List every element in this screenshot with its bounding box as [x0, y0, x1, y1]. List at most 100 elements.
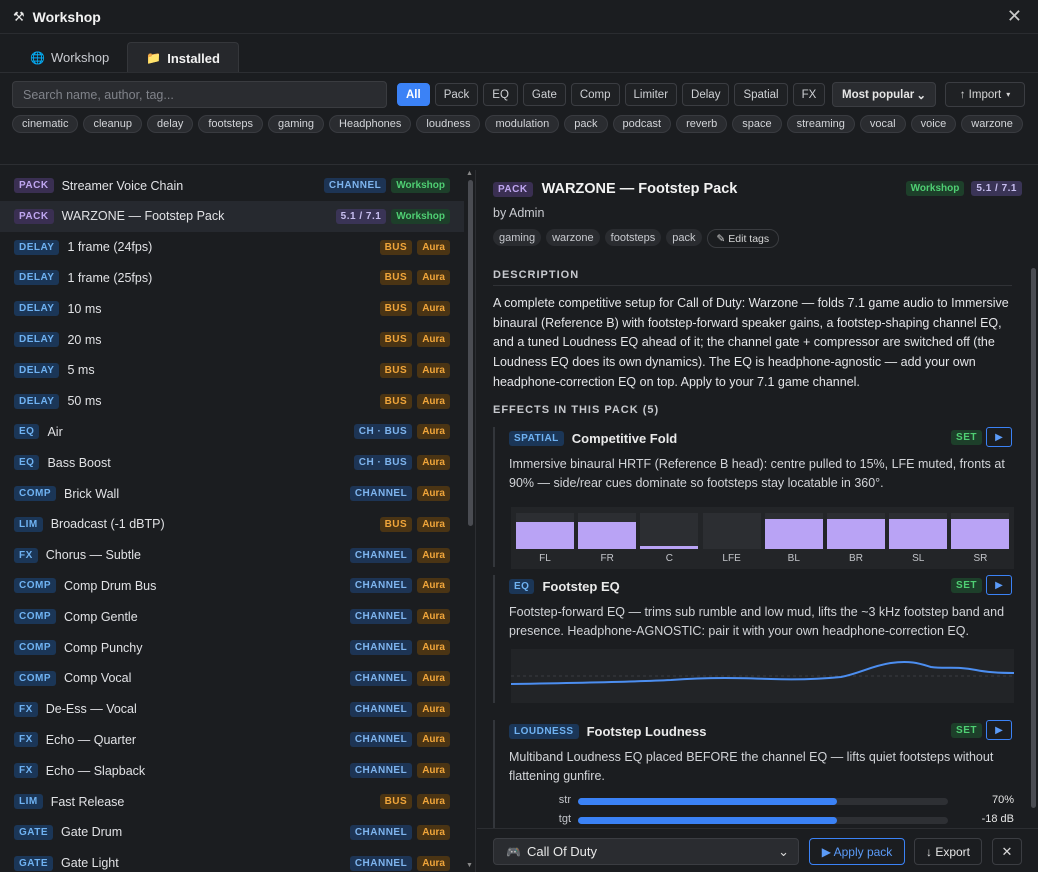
tag-chip[interactable]: gaming	[267, 115, 325, 133]
preset-row[interactable]: FX Chorus — Subtle CHANNEL Aura	[0, 540, 464, 571]
scroll-down-icon[interactable]: ▼	[466, 862, 473, 869]
sort-select[interactable]: Most popular ⌄	[832, 82, 936, 107]
play-button[interactable]: ▶	[986, 427, 1012, 447]
tag-chip[interactable]: modulation	[485, 115, 560, 133]
filter-fx[interactable]: FX	[792, 83, 826, 106]
filter-delay[interactable]: Delay	[682, 83, 730, 106]
filter-comp[interactable]: Comp	[570, 83, 620, 106]
preset-row[interactable]: LIM Fast Release BUS Aura	[0, 786, 464, 817]
preset-row[interactable]: DELAY 1 frame (25fps) BUS Aura	[0, 262, 464, 293]
tag-chip[interactable]: vocal	[859, 115, 906, 133]
preset-row[interactable]: PACK Streamer Voice Chain CHANNEL Workshop	[0, 170, 464, 201]
filter-limiter[interactable]: Limiter	[624, 83, 678, 106]
chevron-down-icon: ⌄	[778, 844, 789, 859]
preset-name: Echo — Slapback	[45, 763, 146, 778]
preset-row[interactable]: FX De-Ess — Vocal CHANNEL Aura	[0, 694, 464, 725]
filter-eq[interactable]: EQ	[483, 83, 518, 106]
tab-workshop[interactable]: 🌐 Workshop	[12, 42, 127, 73]
tag-chip[interactable]: voice	[910, 115, 957, 133]
target-badge: CHANNEL	[349, 609, 413, 625]
param-track	[578, 817, 948, 824]
preset-row[interactable]: COMP Comp Gentle CHANNEL Aura	[0, 601, 464, 632]
preset-list-scrollbar[interactable]: ▲ ▼	[466, 170, 474, 872]
close-window-icon[interactable]: ✕	[1006, 6, 1022, 26]
game-select[interactable]: 🎮 Call Of Duty ⌄	[493, 838, 799, 865]
preset-name: Gate Light	[61, 856, 119, 871]
effect-card: EQ Footstep EQ SET ▶ Footstep-forward EQ…	[493, 575, 1015, 703]
preset-row[interactable]: DELAY 50 ms BUS Aura	[0, 386, 464, 417]
preset-row[interactable]: PACK WARZONE — Footstep Pack 5.1 / 7.1 Work…	[0, 200, 464, 232]
preset-row[interactable]: DELAY 10 ms BUS Aura	[0, 293, 464, 324]
tag-chip[interactable]: podcast	[612, 115, 672, 133]
tag-chip[interactable]: warzone	[961, 115, 1023, 133]
scroll-up-icon[interactable]: ▲	[466, 170, 473, 177]
source-badge: Aura	[417, 239, 450, 255]
preset-type-badge: PACK	[14, 178, 54, 193]
close-icon: ✕	[1001, 843, 1013, 859]
preset-type-badge: COMP	[14, 578, 56, 594]
filter-pack[interactable]: Pack	[434, 83, 479, 106]
scrollbar-thumb[interactable]	[1031, 268, 1036, 808]
preset-row[interactable]: COMP Brick Wall CHANNEL Aura	[0, 478, 464, 509]
play-button[interactable]: ▶	[986, 720, 1012, 740]
speaker-bar-track	[516, 513, 574, 549]
scrollbar-thumb[interactable]	[468, 180, 473, 526]
play-button[interactable]: ▶	[986, 575, 1012, 595]
tag-chip[interactable]: pack	[564, 115, 608, 133]
edit-tags-button[interactable]: ✎ Edit tags	[706, 229, 780, 248]
action-bar: 🎮 Call Of Duty ⌄ ▶ Apply pack ↓ Export ✕	[477, 828, 1038, 872]
play-icon: ▶	[995, 724, 1003, 736]
source-badge: Aura	[417, 270, 450, 286]
tag-chip[interactable]: cleanup	[83, 115, 143, 133]
tag-chip[interactable]: delay	[147, 115, 194, 133]
tag-chip[interactable]: space	[732, 115, 782, 133]
close-detail-button[interactable]: ✕	[992, 838, 1022, 865]
preset-row[interactable]: FX Echo — Quarter CHANNEL Aura	[0, 724, 464, 755]
preset-row[interactable]: COMP Comp Punchy CHANNEL Aura	[0, 632, 464, 663]
preset-name: 1 frame (25fps)	[67, 270, 153, 285]
filter-gate[interactable]: Gate	[522, 83, 566, 106]
source-badge: Aura	[417, 455, 450, 471]
speaker-bar-fr	[578, 522, 637, 549]
tag-chip[interactable]: streaming	[786, 115, 855, 133]
preset-name: Chorus — Subtle	[45, 548, 141, 563]
tag-chip[interactable]: loudness	[416, 115, 481, 133]
target-badge: BUS	[379, 332, 413, 347]
preset-row[interactable]: EQ Bass Boost CH · BUS Aura	[0, 447, 464, 478]
import-button[interactable]: ↑ Import ▾	[945, 82, 1025, 107]
export-button[interactable]: ↓ Export	[914, 838, 982, 865]
preset-type-badge: DELAY	[14, 332, 60, 347]
preset-row[interactable]: COMP Comp Drum Bus CHANNEL Aura	[0, 570, 464, 601]
gamepad-icon: 🎮	[506, 844, 521, 859]
tag-chip[interactable]: cinematic	[12, 115, 79, 133]
tab-installed[interactable]: 📁 Installed	[127, 42, 239, 73]
preset-type-badge: PACK	[14, 208, 54, 224]
preset-row[interactable]: DELAY 20 ms BUS Aura	[0, 324, 464, 355]
preset-row[interactable]: LIM Broadcast (-1 dBTP) BUS Aura	[0, 509, 464, 540]
filter-all[interactable]: All	[397, 83, 430, 106]
tag-chip[interactable]: footsteps	[198, 115, 263, 133]
effect-name: Footstep Loudness	[586, 723, 707, 739]
param-fill	[578, 798, 837, 805]
target-badge: CHANNEL	[323, 178, 387, 193]
target-badge: CHANNEL	[349, 640, 413, 655]
detail-badges: Workshop 5.1 / 7.1	[905, 181, 1022, 196]
preset-row[interactable]: COMP Comp Vocal CHANNEL Aura	[0, 663, 464, 694]
target-badge: CHANNEL	[349, 670, 413, 686]
tag-chip[interactable]: reverb	[676, 115, 728, 133]
tag-chip[interactable]: Headphones	[329, 115, 412, 133]
preset-row[interactable]: FX Echo — Slapback CHANNEL Aura	[0, 755, 464, 786]
preset-row[interactable]: DELAY 5 ms BUS Aura	[0, 355, 464, 386]
preset-badges: CHANNEL Aura	[349, 486, 450, 501]
preset-type-badge: GATE	[14, 855, 54, 871]
apply-pack-button[interactable]: ▶ Apply pack	[809, 838, 905, 865]
preset-name: Bass Boost	[47, 455, 111, 470]
preset-row[interactable]: GATE Gate Light CHANNEL Aura	[0, 848, 464, 872]
filter-spatial[interactable]: Spatial	[734, 83, 788, 106]
preset-row[interactable]: DELAY 1 frame (24fps) BUS Aura	[0, 232, 464, 263]
effect-type-badge: LOUDNESS	[509, 723, 579, 739]
search-input[interactable]	[12, 81, 387, 108]
preset-row[interactable]: EQ Air CH · BUS Aura	[0, 416, 464, 447]
preset-row[interactable]: GATE Gate Drum CHANNEL Aura	[0, 817, 464, 848]
detail-scrollbar[interactable]	[1029, 258, 1037, 828]
